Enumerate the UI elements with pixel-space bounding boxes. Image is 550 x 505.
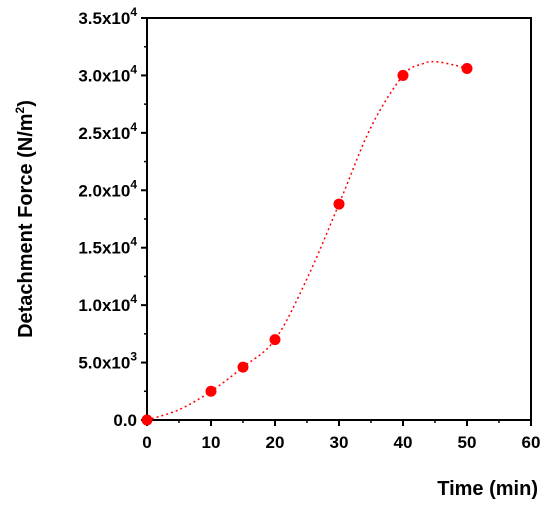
x-tick-label: 60 [522,433,541,452]
data-point [269,334,281,346]
y-tick-label: 3.5x104 [78,5,137,28]
y-axis-title-sup: 2 [13,106,27,113]
data-point [333,198,345,210]
y-tick-label: 3.0x104 [78,62,137,85]
x-tick-label: 0 [142,433,151,452]
x-tick-label: 50 [458,433,477,452]
data-point [461,63,473,75]
plot-area-frame [146,17,532,421]
y-axis-title-main: Detachment Force (N/m [15,113,37,338]
y-tick-label: 1.5x104 [78,235,137,258]
x-tick-label: 30 [330,433,349,452]
x-axis-title: Time (min) [437,478,538,500]
y-tick-label: 2.0x104 [78,177,137,200]
data-points [141,63,473,426]
data-point [397,69,409,81]
y-axis-title-close: ) [15,100,37,107]
y-axis: 0.0 5.0x103 1.0x104 1.5x104 2.0x104 2.5x104 3.… [78,5,147,430]
x-axis: 0 10 20 30 40 50 60 [142,420,540,452]
y-tick-label: 2.5x104 [78,120,137,143]
x-tick-label: 40 [394,433,413,452]
data-point [205,385,217,397]
y-tick-label: 1.0x104 [78,292,137,315]
y-tick-label: 5.0x103 [78,350,137,373]
fit-curve [146,60,468,421]
y-axis-title: Detachment Force (N/m2) [13,100,37,338]
x-tick-label: 20 [266,433,285,452]
y-tick-label: 0.0 [113,411,137,430]
data-point [141,414,153,426]
x-tick-label: 10 [202,433,221,452]
data-point [237,361,249,373]
